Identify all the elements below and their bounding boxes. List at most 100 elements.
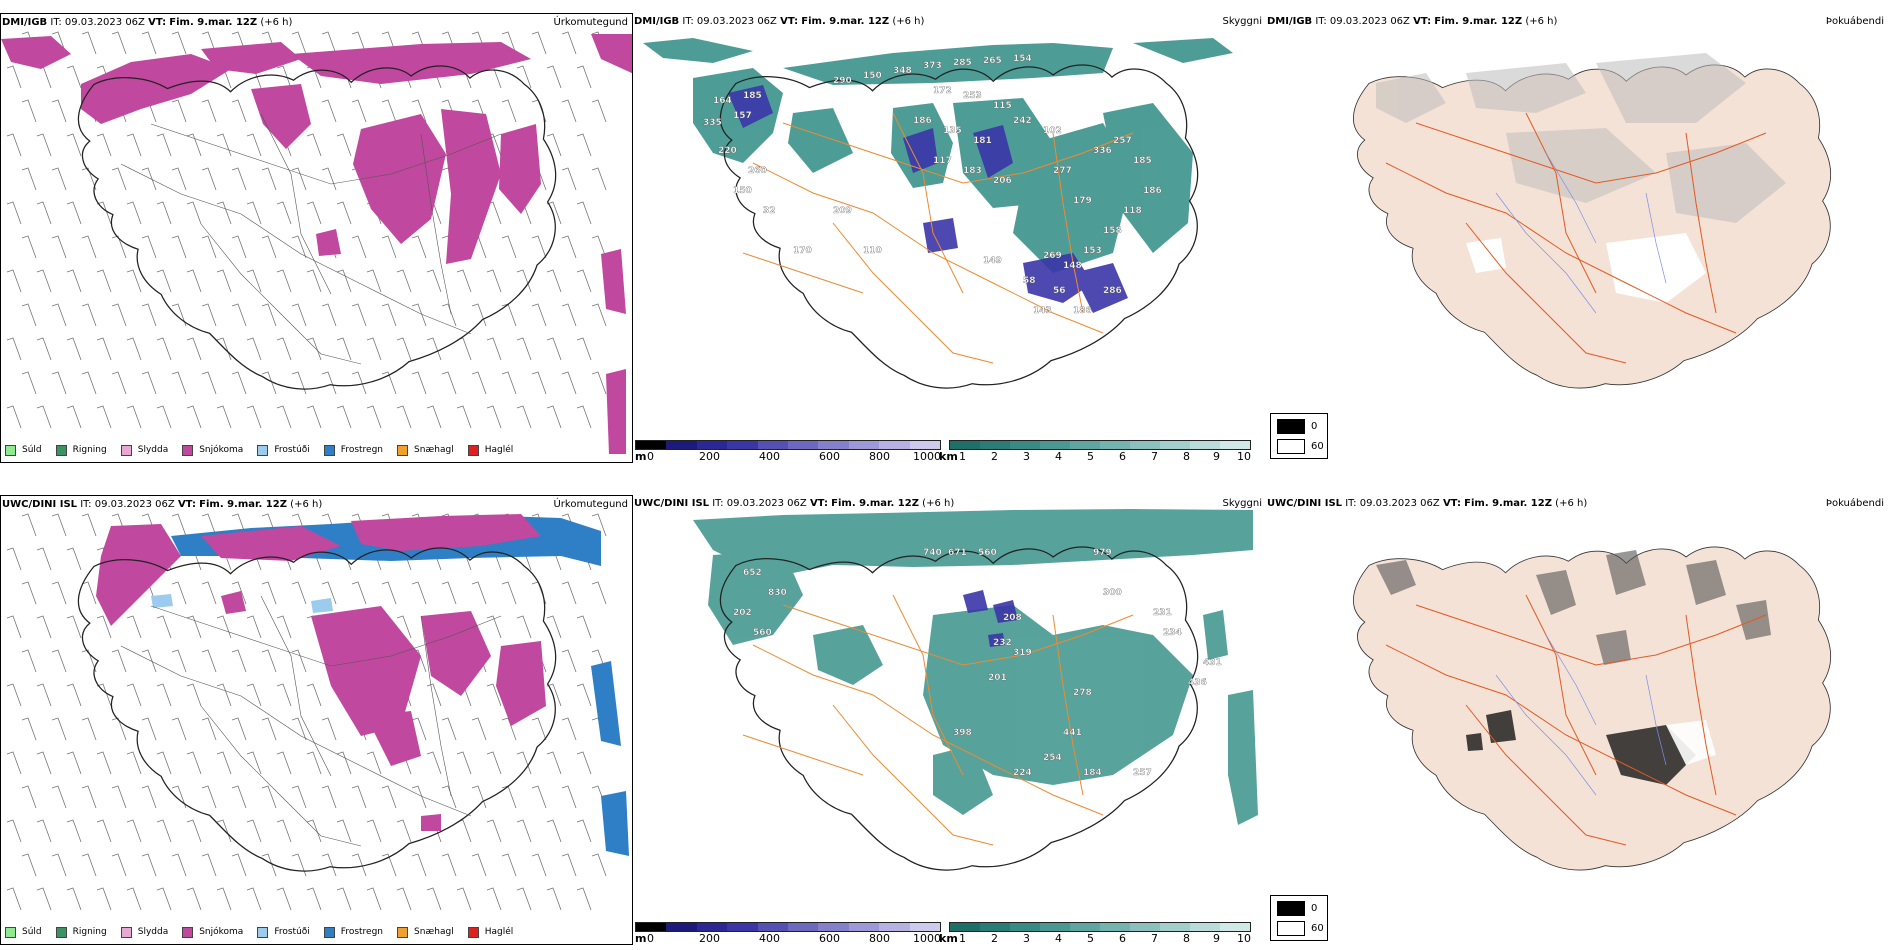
wind-barb xyxy=(276,65,292,89)
fog-index-key: 0 60 xyxy=(1270,895,1328,941)
wind-barb xyxy=(201,785,217,809)
init-time: IT: 09.03.2023 06Z xyxy=(80,499,175,510)
wind-barb xyxy=(96,133,112,157)
wind-barb xyxy=(21,853,37,877)
cloud-height-label: 231 xyxy=(1153,608,1172,618)
legend-item: Súld xyxy=(5,926,42,938)
cloud-height-label: 157 xyxy=(733,111,752,121)
wind-barb xyxy=(126,683,142,707)
wind-barb xyxy=(531,303,547,327)
wind-barb xyxy=(321,581,337,605)
tick: 1000 xyxy=(913,450,941,463)
wind-barb xyxy=(81,167,97,191)
wind-barb xyxy=(66,65,82,89)
wind-barb xyxy=(201,167,217,191)
cloud-height-label: 181 xyxy=(973,136,992,146)
wind-barb xyxy=(276,819,292,843)
valid-time-value: Fim. 9.mar. 12Z xyxy=(169,17,258,28)
legend-item: Haglél xyxy=(467,444,513,456)
tick: 3 xyxy=(1023,450,1030,463)
lead-time: (+6 h) xyxy=(260,17,293,28)
wind-barb xyxy=(246,133,262,157)
wind-barb xyxy=(291,235,307,259)
wind-barb xyxy=(276,269,292,293)
visibility-unit: km xyxy=(939,450,958,463)
panel-header: DMI/IGB IT: 09.03.2023 06Z VT: Fim. 9.ma… xyxy=(1267,15,1896,29)
wind-barb xyxy=(531,853,547,877)
tick: 9 xyxy=(1213,932,1220,945)
wind-barb xyxy=(351,303,367,327)
legend-swatch xyxy=(397,926,409,938)
legend-swatch xyxy=(257,926,269,938)
visibility-colorbar xyxy=(949,440,1251,450)
legend-item: Rigning xyxy=(55,444,107,456)
wind-barb xyxy=(561,785,577,809)
cloud-height-label: 135 xyxy=(943,126,962,136)
wind-barb xyxy=(6,751,22,775)
wind-barb xyxy=(36,405,52,429)
wind-barb xyxy=(321,99,337,123)
wind-barb xyxy=(216,683,232,707)
wind-barb xyxy=(201,717,217,741)
wind-barb xyxy=(51,235,67,259)
visibility-ticks: km 1 2 3 4 5 6 7 8 9 10 xyxy=(939,932,1251,945)
cloudbase-colorbar xyxy=(635,922,941,932)
wind-barb xyxy=(531,235,547,259)
wind-barb xyxy=(456,887,472,911)
fog-key-swatch xyxy=(1277,439,1305,454)
wind-barb xyxy=(66,201,82,225)
wind-barb xyxy=(171,167,187,191)
wind-barb xyxy=(126,615,142,639)
wind-barb xyxy=(381,581,397,605)
wind-barb xyxy=(66,615,82,639)
wind-barb xyxy=(441,303,457,327)
wind-barb xyxy=(111,167,127,191)
wind-barb xyxy=(96,819,112,843)
precip-panel-uwc: UWC/DINI ISL IT: 09.03.2023 06Z VT: Fim.… xyxy=(0,495,633,945)
fog-key-row: 0 xyxy=(1277,901,1317,916)
legend-swatch xyxy=(323,444,335,456)
wind-barb xyxy=(246,405,262,429)
wind-barb xyxy=(471,853,487,877)
wind-barb xyxy=(546,819,562,843)
cloudbase-unit: m xyxy=(635,932,647,945)
wind-barb xyxy=(486,683,502,707)
wind-barb xyxy=(321,167,337,191)
legend-item: Súld xyxy=(5,444,42,456)
colorbar-segment xyxy=(1220,923,1250,931)
colorbar-segment xyxy=(950,441,980,449)
wind-barb xyxy=(456,819,472,843)
cloud-height-label: 153 xyxy=(1083,246,1102,256)
wind-barb xyxy=(591,303,607,327)
wind-barb xyxy=(156,269,172,293)
cloud-height-label: 335 xyxy=(703,118,722,128)
wind-barb xyxy=(366,751,382,775)
wind-barb xyxy=(81,31,97,55)
legend-item: Haglél xyxy=(467,926,513,938)
variable-title: Skyggni xyxy=(1222,16,1262,27)
low-cloud-areas xyxy=(963,590,1018,647)
wind-barb xyxy=(306,751,322,775)
wind-barb xyxy=(396,405,412,429)
wind-barb xyxy=(201,581,217,605)
wind-barb xyxy=(411,235,427,259)
cloud-height-label: 234 xyxy=(1163,628,1182,638)
wind-barb xyxy=(486,269,502,293)
wind-barb xyxy=(36,133,52,157)
cloud-height-label: 671 xyxy=(948,548,967,558)
wind-barb xyxy=(171,717,187,741)
colorbar-segment xyxy=(788,441,819,449)
wind-barb xyxy=(81,303,97,327)
wind-barb xyxy=(21,649,37,673)
cloud-height-label: 373 xyxy=(923,61,942,71)
wind-barb xyxy=(576,337,592,361)
wind-barb xyxy=(531,371,547,395)
wind-barb xyxy=(81,785,97,809)
wind-barb xyxy=(306,337,322,361)
wind-barb xyxy=(51,581,67,605)
wind-barb xyxy=(576,405,592,429)
colorbar-segment xyxy=(1040,441,1070,449)
precip-legend: Súld Rigning Slydda Snjókoma Frostúði Fr… xyxy=(5,924,527,940)
wind-barb xyxy=(186,615,202,639)
wind-barb xyxy=(216,405,232,429)
